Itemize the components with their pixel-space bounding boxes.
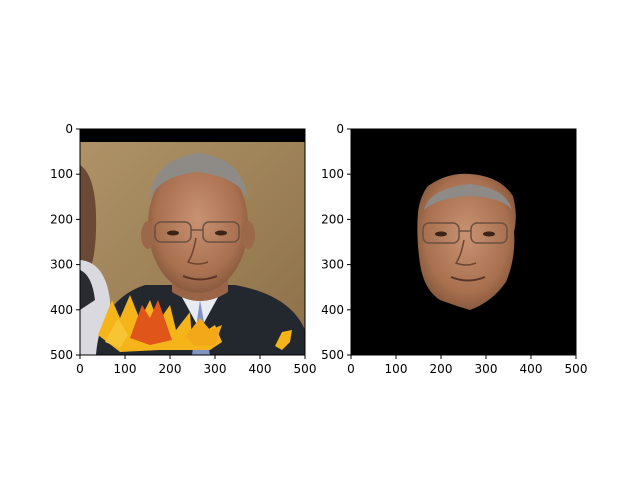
y-tick-label: 400	[321, 303, 344, 317]
x-tick-label: 400	[520, 362, 543, 376]
y-tick-label: 500	[321, 348, 344, 362]
y-tick-label: 200	[321, 212, 344, 226]
x-tick-label: 500	[294, 362, 317, 376]
x-tick-label: 0	[347, 362, 355, 376]
x-tick-label: 300	[475, 362, 498, 376]
y-tick-label: 0	[65, 122, 73, 136]
x-tick-label: 0	[76, 362, 84, 376]
y-tick-label: 200	[50, 212, 73, 226]
y-tick-label: 100	[50, 167, 73, 181]
y-tick-label: 300	[321, 258, 344, 272]
x-tick-label: 500	[565, 362, 588, 376]
x-tick-label: 200	[430, 362, 453, 376]
x-tick-label: 100	[114, 362, 137, 376]
x-tick-label: 300	[204, 362, 227, 376]
y-tick-label: 400	[50, 303, 73, 317]
x-tick-label: 400	[249, 362, 272, 376]
y-tick-label: 500	[50, 348, 73, 362]
y-tick-label: 300	[50, 258, 73, 272]
x-tick-label: 200	[159, 362, 182, 376]
x-tick-label: 100	[385, 362, 408, 376]
right-axes-frame	[350, 128, 577, 356]
y-tick-label: 100	[321, 167, 344, 181]
y-tick-label: 0	[336, 122, 344, 136]
leaf-decoration	[98, 295, 292, 352]
left-photo	[80, 129, 305, 355]
left-axes-frame	[79, 128, 306, 356]
right-mask-image	[351, 129, 576, 355]
